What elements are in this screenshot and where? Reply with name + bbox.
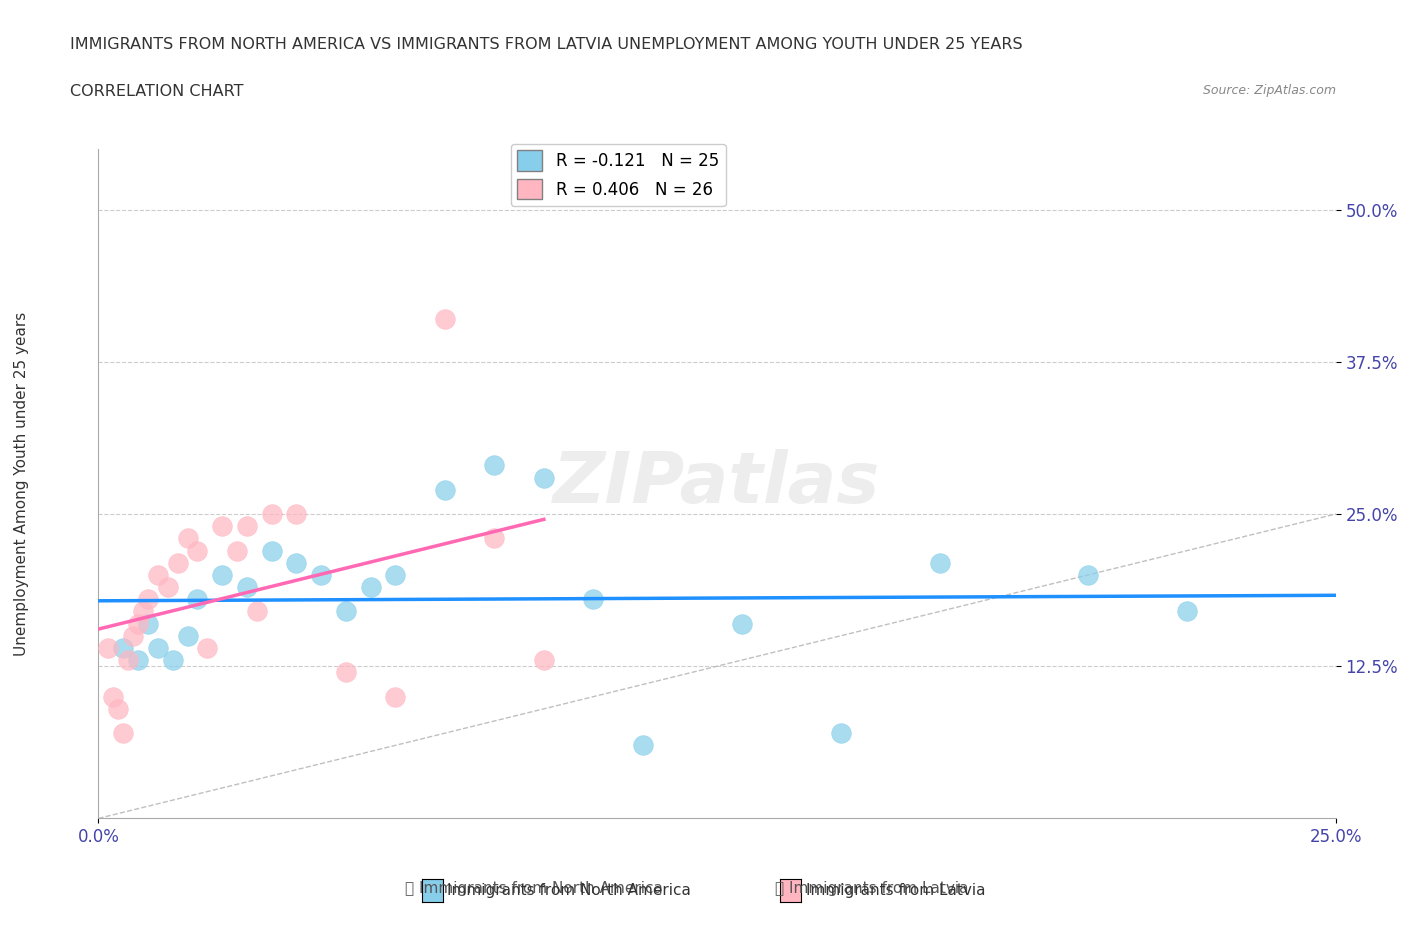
Point xyxy=(136,591,159,606)
Point xyxy=(360,579,382,594)
Point xyxy=(582,591,605,606)
Point xyxy=(285,555,308,570)
Point xyxy=(631,737,654,752)
Text: Source: ZipAtlas.com: Source: ZipAtlas.com xyxy=(1202,84,1336,97)
Point xyxy=(112,641,135,656)
Text: CORRELATION CHART: CORRELATION CHART xyxy=(70,84,243,99)
Point xyxy=(122,629,145,644)
Point xyxy=(285,507,308,522)
Point xyxy=(433,483,456,498)
Point xyxy=(166,555,188,570)
Point xyxy=(103,689,125,704)
Text: ⬜ Immigrants from North America: ⬜ Immigrants from North America xyxy=(405,881,664,896)
Point xyxy=(195,641,218,656)
Point xyxy=(127,617,149,631)
Point xyxy=(246,604,269,618)
Point xyxy=(176,629,198,644)
Point xyxy=(433,312,456,326)
Point xyxy=(132,604,155,618)
Point xyxy=(186,543,208,558)
Text: Immigrants from North America: Immigrants from North America xyxy=(447,884,690,898)
Point xyxy=(384,689,406,704)
Text: IMMIGRANTS FROM NORTH AMERICA VS IMMIGRANTS FROM LATVIA UNEMPLOYMENT AMONG YOUTH: IMMIGRANTS FROM NORTH AMERICA VS IMMIGRA… xyxy=(70,37,1024,52)
Legend: R = -0.121   N = 25, R = 0.406   N = 26: R = -0.121 N = 25, R = 0.406 N = 26 xyxy=(510,144,725,206)
Point xyxy=(928,555,950,570)
Point xyxy=(156,579,179,594)
Point xyxy=(1175,604,1198,618)
Text: ⬜ Immigrants from Latvia: ⬜ Immigrants from Latvia xyxy=(775,881,969,896)
Point xyxy=(146,641,169,656)
Point xyxy=(211,567,233,582)
Point xyxy=(176,531,198,546)
Point xyxy=(186,591,208,606)
Point xyxy=(236,519,259,534)
Point xyxy=(112,725,135,740)
Point xyxy=(731,617,754,631)
Point xyxy=(162,653,184,668)
Text: Immigrants from Latvia: Immigrants from Latvia xyxy=(806,884,986,898)
Point xyxy=(533,470,555,485)
Point xyxy=(384,567,406,582)
Text: ZIPatlas: ZIPatlas xyxy=(554,449,880,518)
Point xyxy=(127,653,149,668)
Point xyxy=(136,617,159,631)
Point xyxy=(260,543,283,558)
Point xyxy=(97,641,120,656)
Point xyxy=(211,519,233,534)
Point xyxy=(484,531,506,546)
Point xyxy=(309,567,332,582)
Point xyxy=(1077,567,1099,582)
Point xyxy=(260,507,283,522)
Point xyxy=(484,458,506,472)
Point xyxy=(107,701,129,716)
Point xyxy=(335,665,357,680)
Point xyxy=(146,567,169,582)
Point xyxy=(236,579,259,594)
Point xyxy=(226,543,249,558)
Point xyxy=(533,653,555,668)
Point xyxy=(117,653,139,668)
Y-axis label: Unemployment Among Youth under 25 years: Unemployment Among Youth under 25 years xyxy=(14,312,30,656)
Point xyxy=(830,725,852,740)
Point xyxy=(335,604,357,618)
